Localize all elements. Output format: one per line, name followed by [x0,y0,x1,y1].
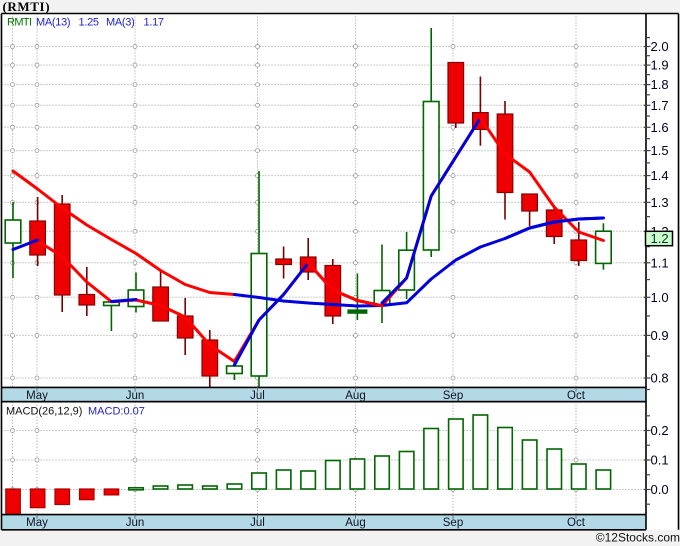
svg-text:Oct: Oct [567,390,586,402]
svg-text:1.9: 1.9 [651,58,669,73]
svg-text:0.1: 0.1 [651,453,669,468]
svg-text:May: May [26,390,48,402]
svg-text:MACD(26,12,9): MACD(26,12,9) [6,406,82,418]
svg-text:Aug: Aug [345,517,365,529]
svg-text:MA(3): MA(3) [106,17,134,29]
svg-text:Jun: Jun [126,390,145,402]
svg-text:0.0: 0.0 [651,482,669,497]
svg-text:Oct: Oct [567,517,586,529]
svg-text:1.4: 1.4 [651,168,669,183]
svg-text:Sep: Sep [443,390,463,402]
svg-text:Jul: Jul [250,517,265,529]
svg-text:2.0: 2.0 [651,39,669,54]
svg-text:Jul: Jul [250,390,265,402]
svg-text:1.25: 1.25 [79,17,99,29]
svg-text:Sep: Sep [443,517,463,529]
svg-text:Aug: Aug [345,390,365,402]
svg-text:May: May [26,517,48,529]
svg-text:RMTI: RMTI [7,17,32,29]
svg-text:0.8: 0.8 [651,371,669,386]
svg-text:1.17: 1.17 [144,17,164,29]
svg-text:MACD:0.07: MACD:0.07 [88,406,145,418]
svg-text:1.1: 1.1 [651,255,669,270]
svg-text:1.0: 1.0 [651,290,669,305]
svg-text:1.8: 1.8 [651,77,669,92]
svg-text:1.3: 1.3 [651,195,669,210]
svg-text:0.9: 0.9 [651,328,669,343]
svg-text:©12Stocks.com: ©12Stocks.com [596,531,680,545]
svg-text:1.6: 1.6 [651,120,669,135]
svg-text:1.2: 1.2 [651,231,669,246]
svg-text:MA(13): MA(13) [36,17,70,29]
svg-text:1.7: 1.7 [651,98,669,113]
svg-text:0.2: 0.2 [651,423,669,438]
svg-text:1.5: 1.5 [651,143,669,158]
svg-text:(RMTI): (RMTI) [3,0,51,14]
svg-text:Jun: Jun [126,517,145,529]
